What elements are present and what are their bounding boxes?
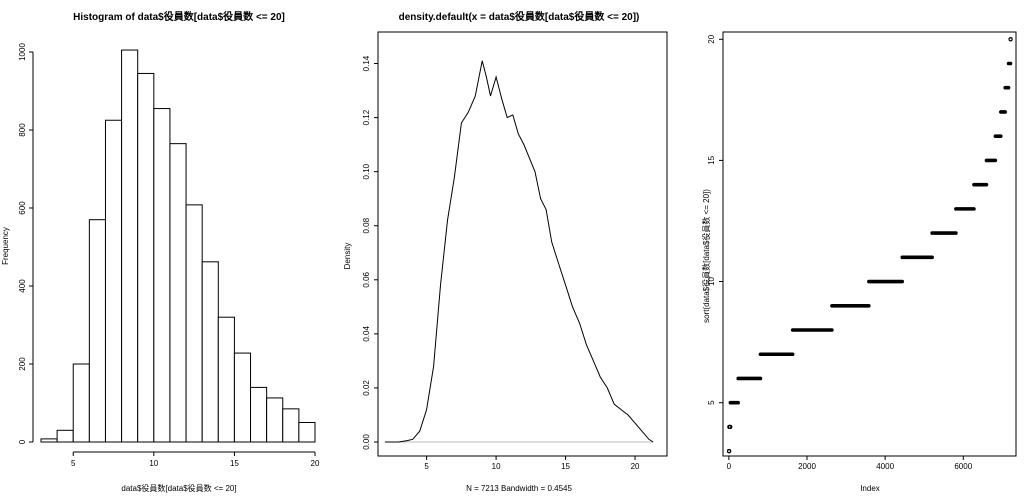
histogram-bar-15: [282, 408, 300, 443]
density-plot-frame: [377, 31, 668, 457]
density-curve: [384, 60, 654, 443]
histogram-bar-16: [298, 422, 316, 443]
histogram-x-tick-label: 20: [311, 459, 320, 468]
histogram-bar-0: [40, 438, 58, 443]
index-y-tick-label: 20: [707, 34, 716, 43]
histogram-panel: Histogram of data$役員数[data$役員数 <= 20] da…: [1, 10, 320, 493]
density-y-tick-label: 0.10: [362, 163, 371, 179]
histogram-y-tick-label: 0: [18, 439, 27, 444]
density-y-tick-label: 0.04: [362, 326, 371, 342]
histogram-y-tick-label: 800: [18, 123, 27, 137]
density-title: density.default(x = data$役員数[data$役員数 <=…: [399, 10, 640, 23]
histogram-bar-2: [72, 363, 90, 443]
index-plot-x-label: Index: [860, 484, 880, 493]
histogram-x-label: data$役員数[data$役員数 <= 20]: [121, 483, 236, 493]
histogram-y-tick-label: 400: [18, 279, 27, 293]
density-y-tick-label: 0.08: [362, 217, 371, 233]
density-axes: 5 10 15 20 0.00 0.02 0.04 0.06 0.08 0.10 0.12 0.14: [362, 55, 640, 471]
index-y-tick-label: 10: [707, 277, 716, 286]
histogram-bar-8: [169, 143, 187, 443]
histogram-x-tick-label: 15: [230, 459, 239, 468]
index-x-tick-label: 0: [727, 462, 732, 471]
histogram-x-tick-label: 10: [149, 459, 158, 468]
density-y-tick-label: 0.02: [362, 380, 371, 396]
histogram-y-tick-label: 200: [18, 357, 27, 371]
histogram-bar-4: [104, 119, 123, 443]
index-plot-frame: [722, 31, 1017, 457]
density-plot-area: [384, 60, 654, 443]
density-x-label: N = 7213 Bandwidth = 0.4545: [466, 484, 572, 493]
index-y-tick-label: 15: [707, 155, 716, 164]
histogram-bar-7: [153, 108, 171, 443]
density-y-tick-label: 0.12: [362, 109, 371, 125]
histogram-y-label: Frequency: [1, 227, 10, 265]
density-y-label: Density: [343, 243, 352, 270]
histogram-bar-3: [88, 219, 106, 443]
histogram-bar-9: [185, 204, 203, 443]
histogram-bar-6: [137, 72, 155, 443]
histogram-bar-1: [56, 429, 74, 443]
index-point-20: [1008, 37, 1013, 42]
index-plot-points: [726, 37, 1013, 454]
density-panel: density.default(x = data$役員数[data$役員数 <=…: [343, 10, 668, 493]
density-x-tick-label: 15: [561, 462, 570, 471]
density-y-tick-label: 0.00: [362, 434, 371, 450]
index-x-tick-label: 2000: [798, 462, 816, 471]
histogram-title: Histogram of data$役員数[data$役員数 <= 20]: [73, 10, 285, 23]
histogram-bar-12: [233, 352, 252, 443]
index-plot-axes: 0 2000 4000 6000 5 10 15 20: [707, 34, 973, 471]
histogram-y-tick-label: 600: [18, 201, 27, 215]
index-point-3: [727, 449, 732, 454]
histogram-x-tick-label: 5: [71, 459, 76, 468]
density-y-tick-label: 0.14: [362, 55, 371, 71]
histogram-bar-10: [201, 261, 219, 443]
index-plot-y-label: sort(data$役員数[data$役員数 <= 20]): [701, 189, 711, 323]
histogram-bar-5: [121, 49, 139, 443]
histogram-bar-13: [250, 386, 268, 443]
histogram-y-tick-label: 1000: [18, 43, 27, 61]
density-y-tick-label: 0.06: [362, 271, 371, 287]
density-x-tick-label: 5: [424, 462, 429, 471]
index-y-tick-label: 5: [707, 400, 716, 405]
density-x-tick-label: 20: [631, 462, 640, 471]
index-x-tick-label: 4000: [876, 462, 894, 471]
histogram-bar-11: [217, 316, 235, 443]
index-plot-panel: Index sort(data$役員数[data$役員数 <= 20]) 0 20…: [701, 31, 1017, 493]
histogram-bars: [40, 49, 316, 443]
index-point-4: [728, 424, 733, 429]
index-x-tick-label: 6000: [954, 462, 972, 471]
density-x-tick-label: 10: [492, 462, 501, 471]
histogram-bar-14: [266, 397, 284, 443]
